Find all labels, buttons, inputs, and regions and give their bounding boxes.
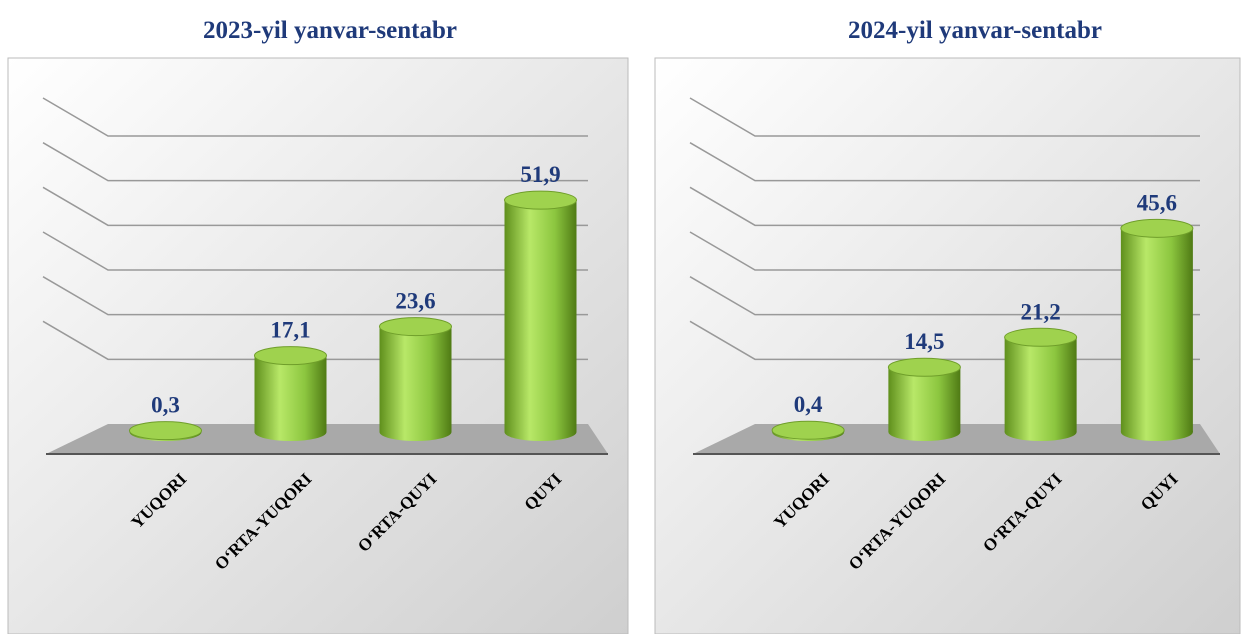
bar-body — [504, 200, 577, 432]
bar-body — [379, 326, 452, 432]
chart-title: 2023-yil yanvar-sentabr — [203, 17, 457, 44]
bar-top — [504, 190, 577, 210]
bar-bottom — [504, 423, 577, 441]
value-label: 23,6 — [395, 289, 435, 314]
bar-bottom — [1120, 423, 1193, 441]
bar — [887, 357, 961, 441]
bar-bottom — [379, 423, 452, 441]
bar-top — [887, 357, 961, 377]
bar — [771, 420, 845, 441]
grid-line — [42, 231, 588, 271]
bar-body — [1004, 337, 1077, 432]
grid-line — [689, 186, 1200, 227]
bar-bottom — [1004, 423, 1077, 441]
grid-line — [689, 142, 1200, 182]
value-label: 0,3 — [151, 393, 180, 418]
value-label: 14,5 — [904, 329, 944, 354]
value-label: 21,2 — [1021, 299, 1061, 324]
bar-top — [771, 420, 845, 440]
bar-top — [1004, 327, 1078, 347]
grid-line — [42, 186, 588, 227]
grid-line — [689, 231, 1200, 271]
bar — [1120, 218, 1194, 441]
grid-line — [42, 276, 588, 316]
value-label: 17,1 — [270, 318, 310, 343]
grid-line — [42, 142, 588, 182]
bar — [379, 317, 452, 441]
value-label: 45,6 — [1137, 190, 1177, 215]
bar — [1004, 327, 1078, 441]
bar-top — [254, 346, 327, 366]
bar-top — [1120, 218, 1194, 238]
bar-bottom — [254, 423, 327, 441]
bar-body — [1120, 228, 1193, 432]
bar-body — [888, 367, 961, 432]
chart-title: 2024-yil yanvar-sentabr — [848, 17, 1102, 44]
grid-line — [42, 97, 588, 137]
bar — [254, 346, 327, 441]
bar-top — [379, 317, 452, 337]
bar-top — [129, 421, 202, 441]
bar — [129, 421, 202, 441]
bar — [504, 190, 577, 441]
grid-line — [689, 97, 1200, 137]
value-label: 0,4 — [794, 392, 823, 417]
bar-bottom — [888, 423, 961, 441]
value-label: 51,9 — [520, 162, 560, 187]
bar-body — [254, 355, 327, 432]
grid-line — [689, 276, 1200, 316]
